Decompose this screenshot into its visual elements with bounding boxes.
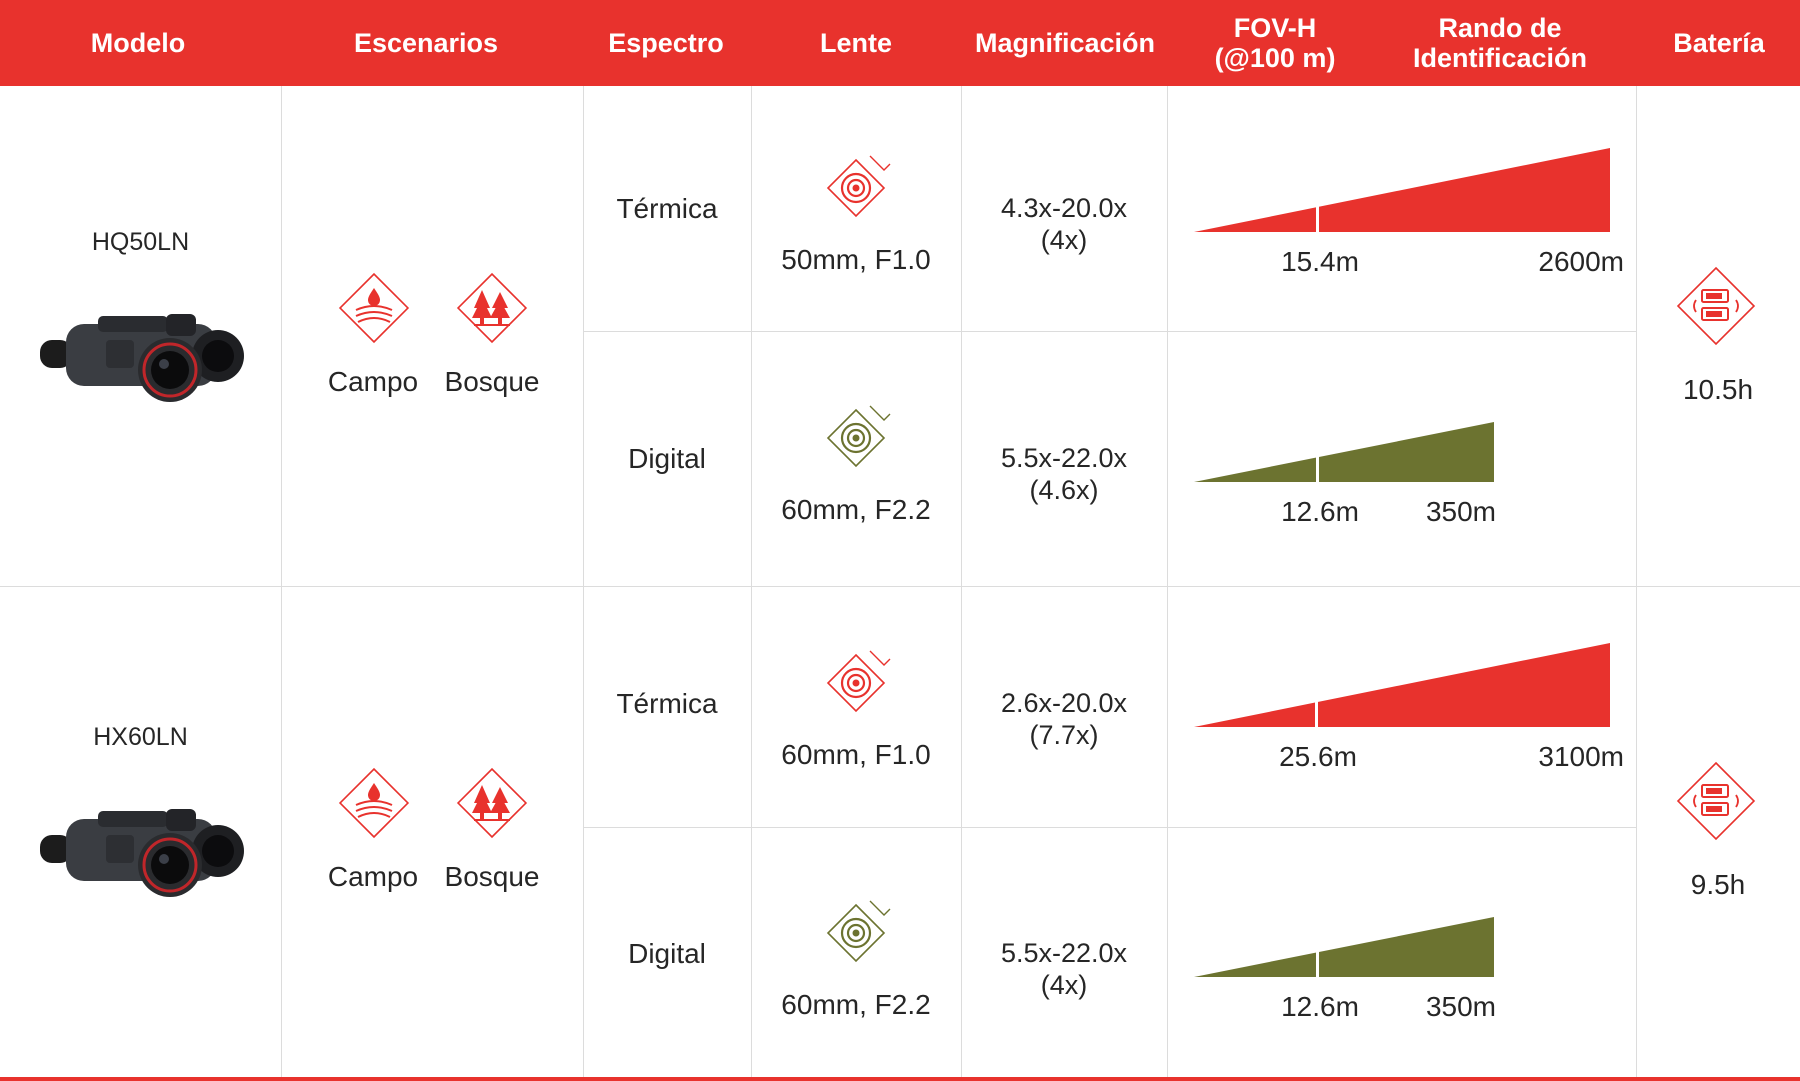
grid-line bbox=[583, 86, 584, 1077]
range-wedge bbox=[1194, 422, 1494, 482]
header-lente: Lente bbox=[819, 28, 892, 58]
fov-value: 12.6m bbox=[1281, 496, 1359, 527]
grid-line bbox=[961, 86, 962, 1077]
magnification-base: (7.7x) bbox=[1029, 720, 1099, 750]
spectrum-label: Digital bbox=[628, 938, 706, 969]
magnification-range: 5.5x-22.0x bbox=[1000, 443, 1128, 473]
range-wedge bbox=[1194, 643, 1610, 727]
fov-marker bbox=[1315, 693, 1318, 729]
magnification-range: 4.3x-20.0x bbox=[1000, 193, 1128, 223]
binocular-image bbox=[40, 314, 244, 402]
grid-line bbox=[583, 331, 1637, 332]
range-value: 350m bbox=[1425, 991, 1496, 1022]
battery-swap-icon bbox=[1676, 266, 1756, 346]
grid-line bbox=[1167, 86, 1168, 1077]
battery-swap-icon bbox=[1676, 761, 1756, 841]
spectrum-label: Térmica bbox=[616, 193, 718, 224]
battery-value: 9.5h bbox=[1690, 869, 1746, 900]
header-rango: Rando de Identificación bbox=[1412, 13, 1588, 73]
scenario-label: Bosque bbox=[444, 861, 540, 892]
grid-line bbox=[281, 86, 282, 1077]
fov-value: 25.6m bbox=[1279, 741, 1357, 772]
fov-value: 15.4m bbox=[1281, 246, 1359, 277]
forest-scenario-icon bbox=[456, 767, 528, 839]
field-scenario-icon bbox=[338, 272, 410, 344]
scenario-label: Campo bbox=[327, 366, 419, 397]
magnification-base: (4x) bbox=[1040, 225, 1088, 255]
battery-value: 10.5h bbox=[1682, 374, 1754, 405]
model-name: HX60LN bbox=[93, 723, 188, 751]
lens-spec: 60mm, F2.2 bbox=[781, 494, 931, 525]
scenario-label: Campo bbox=[327, 861, 419, 892]
spectrum-label: Digital bbox=[628, 443, 706, 474]
header-fov: FOV-H (@100 m) bbox=[1214, 13, 1336, 73]
magnification-base: (4x) bbox=[1040, 970, 1088, 1000]
fov-range-chart bbox=[1194, 422, 1494, 484]
thermal-lens-icon bbox=[826, 650, 891, 713]
grid-line bbox=[0, 586, 1800, 587]
grid-line bbox=[583, 827, 1637, 828]
range-value: 2600m bbox=[1538, 246, 1624, 277]
range-value: 350m bbox=[1425, 496, 1496, 527]
model-name: HQ50LN bbox=[91, 228, 190, 256]
field-scenario-icon bbox=[338, 767, 410, 839]
header-escenarios: Escenarios bbox=[353, 28, 499, 58]
header-espectro: Espectro bbox=[608, 28, 724, 58]
magnification-base: (4.6x) bbox=[1029, 475, 1099, 505]
header-bateria: Batería bbox=[1673, 28, 1765, 58]
header-magnificacion: Magnificación bbox=[974, 28, 1156, 58]
scenario-label: Bosque bbox=[444, 366, 540, 397]
magnification-range: 2.6x-20.0x bbox=[1000, 688, 1128, 718]
fov-value: 12.6m bbox=[1281, 991, 1359, 1022]
fov-marker bbox=[1316, 951, 1319, 979]
forest-scenario-icon bbox=[456, 272, 528, 344]
range-wedge bbox=[1194, 148, 1610, 232]
grid-line bbox=[751, 86, 752, 1077]
table-bottom-border bbox=[0, 1077, 1800, 1081]
range-value: 3100m bbox=[1538, 741, 1624, 772]
magnification-range: 5.5x-22.0x bbox=[1000, 938, 1128, 968]
grid-line bbox=[1636, 86, 1637, 1077]
range-wedge bbox=[1194, 917, 1494, 977]
thermal-lens-icon bbox=[826, 155, 891, 218]
lens-spec: 50mm, F1.0 bbox=[781, 244, 931, 275]
table-header: Modelo Escenarios Espectro Lente Magnifi… bbox=[0, 0, 1800, 86]
fov-marker bbox=[1316, 456, 1319, 484]
spectrum-label: Térmica bbox=[616, 688, 718, 719]
digital-lens-icon bbox=[826, 405, 891, 468]
fov-range-chart bbox=[1194, 917, 1494, 979]
fov-range-chart bbox=[1194, 643, 1610, 729]
fov-range-chart bbox=[1194, 148, 1610, 234]
lens-spec: 60mm, F2.2 bbox=[781, 989, 931, 1020]
digital-lens-icon bbox=[826, 900, 891, 963]
fov-marker bbox=[1316, 198, 1319, 234]
lens-spec: 60mm, F1.0 bbox=[781, 739, 931, 770]
header-modelo: Modelo bbox=[90, 28, 186, 58]
binocular-image bbox=[40, 809, 244, 897]
